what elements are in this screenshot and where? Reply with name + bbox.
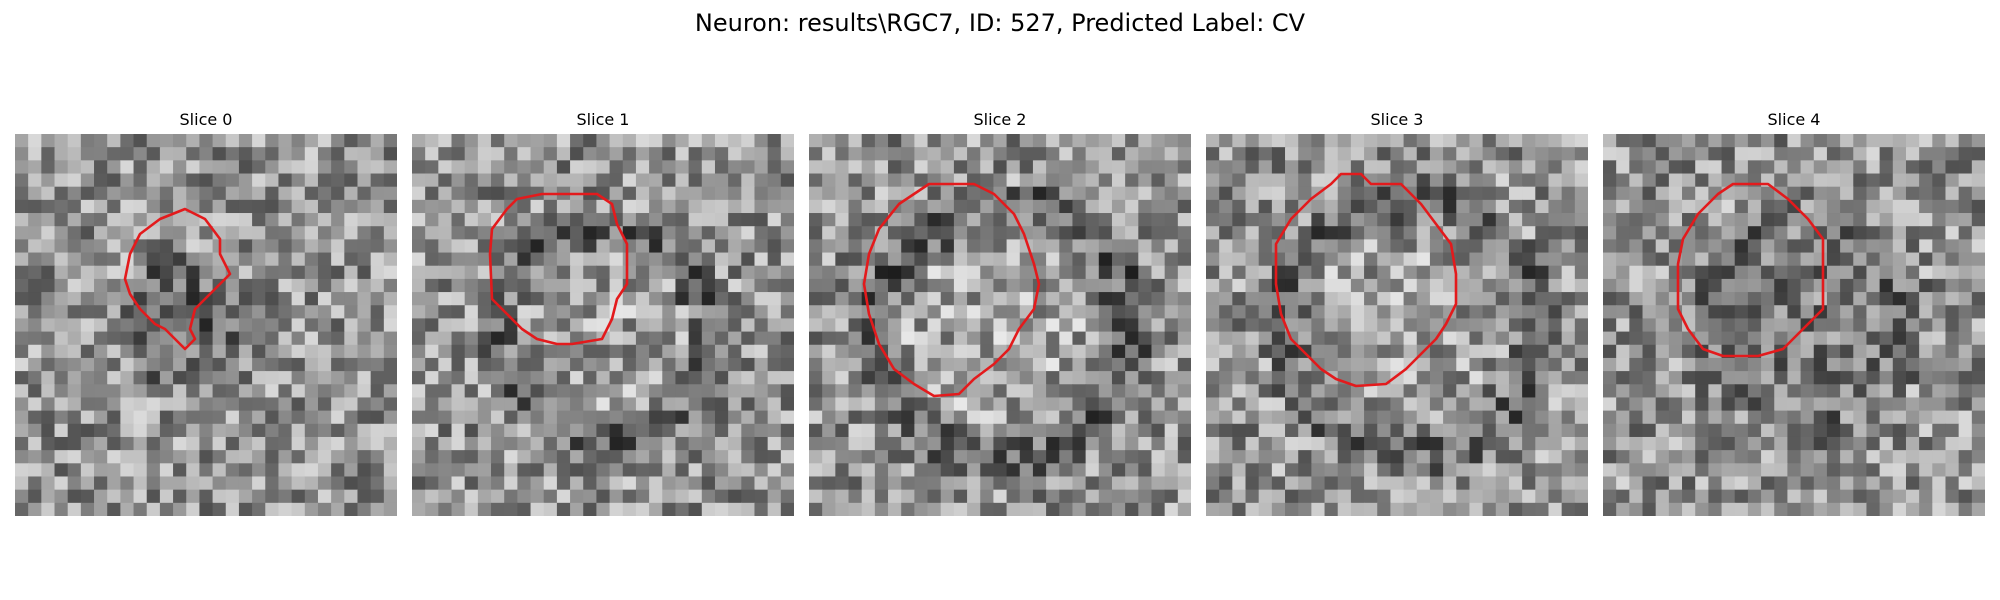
figure-title: Neuron: results\RGC7, ID: 527, Predicted… <box>694 9 1306 37</box>
segmentation-contour <box>1676 182 1825 358</box>
slice-image-1 <box>412 134 794 516</box>
segmentation-contour <box>1274 172 1458 388</box>
slice-title-4: Slice 4 <box>1767 110 1821 129</box>
pixel-grid <box>1206 134 1588 516</box>
slice-title-1: Slice 1 <box>576 110 630 129</box>
slice-title-0: Slice 0 <box>179 110 233 129</box>
slice-image-3 <box>1206 134 1588 516</box>
segmentation-contour <box>488 192 629 346</box>
segmentation-contour <box>123 207 232 351</box>
slice-image-4 <box>1603 134 1985 516</box>
pixel-grid <box>412 134 794 516</box>
pixel-grid <box>1603 134 1985 516</box>
pixel-grid <box>809 134 1191 516</box>
slice-image-2 <box>809 134 1191 516</box>
segmentation-contour <box>862 182 1041 398</box>
slice-title-2: Slice 2 <box>973 110 1027 129</box>
pixel-grid <box>15 134 397 516</box>
slice-image-0 <box>15 134 397 516</box>
slice-title-3: Slice 3 <box>1370 110 1424 129</box>
